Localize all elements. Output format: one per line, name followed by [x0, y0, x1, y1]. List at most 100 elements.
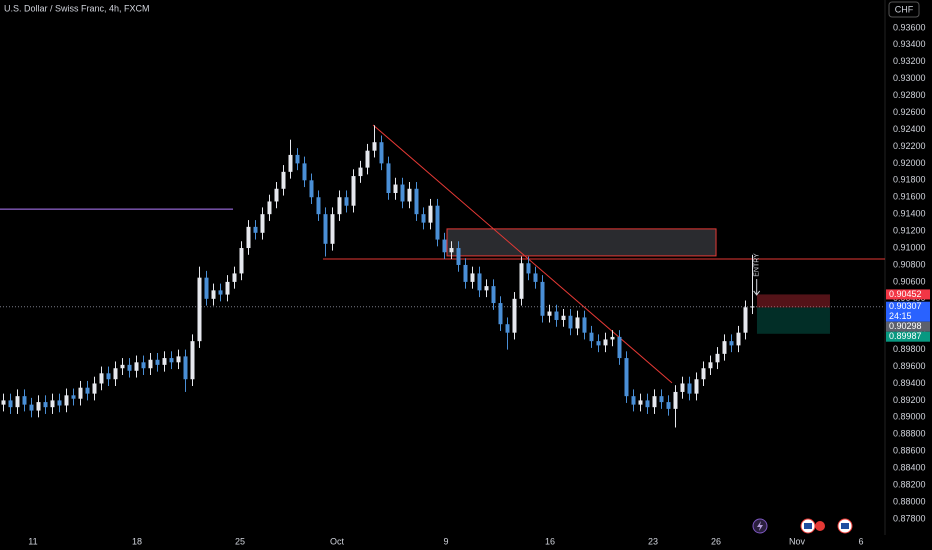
candle-body — [470, 273, 475, 282]
candle-body — [463, 264, 468, 282]
y-tick-label: 0.91000 — [893, 242, 926, 252]
price-label-box — [886, 321, 930, 332]
candle-body — [134, 362, 139, 371]
candle-body — [421, 214, 426, 223]
y-tick-label: 0.91600 — [893, 192, 926, 202]
candle-body — [561, 315, 566, 320]
currency-button[interactable] — [888, 1, 920, 18]
candle-body — [582, 317, 587, 333]
candle-body — [351, 176, 356, 206]
candle-body — [708, 362, 713, 369]
y-tick-label: 0.89600 — [893, 361, 926, 371]
candle-body — [232, 273, 237, 282]
candle-body — [127, 364, 132, 371]
candle-body — [715, 353, 720, 363]
candle-body — [526, 263, 531, 274]
candle-body — [15, 396, 20, 408]
event-icon-bolt — [757, 521, 763, 531]
candle-body — [148, 359, 153, 369]
x-tick-label: 18 — [132, 536, 142, 546]
candle-body — [673, 391, 678, 409]
candle-body — [379, 142, 384, 164]
y-tick-label: 0.91400 — [893, 209, 926, 219]
candle-body — [505, 324, 510, 333]
candle-body — [484, 286, 489, 291]
y-tick-label: 0.90800 — [893, 259, 926, 269]
candle-body — [260, 214, 265, 233]
candle-body — [197, 277, 202, 342]
candle-body — [1, 400, 6, 405]
candle-body — [211, 290, 216, 299]
annotation: ENTRY — [754, 253, 761, 277]
candle-body — [414, 188, 419, 215]
y-tick-label: 0.92200 — [893, 141, 926, 151]
candle-body — [631, 396, 636, 405]
candle-body — [666, 402, 671, 409]
x-tick-label: 6 — [858, 536, 863, 546]
candle-body — [246, 226, 251, 249]
y-tick-label: 0.90600 — [893, 276, 926, 286]
x-tick-label: 9 — [443, 536, 448, 546]
candle-body — [141, 362, 146, 369]
candle-body — [519, 263, 524, 299]
y-tick-label: 0.93200 — [893, 56, 926, 66]
y-tick-label: 0.88600 — [893, 446, 926, 456]
y-tick-label: 0.88000 — [893, 496, 926, 506]
price-label-box — [886, 301, 930, 322]
currency-label[interactable]: CHF — [895, 4, 914, 14]
y-tick-label: 0.91200 — [893, 225, 926, 235]
candle-body — [288, 154, 293, 172]
candle-body — [512, 298, 517, 333]
candle-body — [596, 341, 601, 346]
candle-body — [316, 197, 321, 215]
annotation-arrow — [753, 278, 761, 296]
candle-body — [533, 273, 538, 282]
candle-body — [743, 307, 748, 333]
candle-body — [393, 184, 398, 194]
candle-body — [204, 277, 209, 299]
candle-body — [330, 214, 335, 244]
candle-body — [190, 341, 195, 380]
trend-line — [372, 124, 673, 384]
candle-body — [8, 400, 13, 408]
candle-body — [477, 273, 482, 291]
x-tick-label: 25 — [235, 536, 245, 546]
candle-body — [540, 281, 545, 316]
event-icons — [752, 518, 853, 534]
flag — [841, 523, 849, 529]
y-tick-label: 0.93600 — [893, 22, 926, 32]
candle-body — [729, 341, 734, 346]
candle-body — [274, 188, 279, 202]
candle-body — [120, 364, 125, 369]
candle-body — [750, 306, 755, 308]
x-tick-label: 11 — [28, 536, 37, 546]
candle-body — [547, 311, 552, 316]
countdown: 24:15 — [889, 311, 912, 321]
price-label: 0.90452 — [889, 289, 922, 299]
x-tick-label: 26 — [711, 536, 721, 546]
candle-body — [253, 226, 258, 233]
candle-body — [372, 142, 377, 151]
candle-body — [617, 336, 622, 359]
event-icon-badge — [815, 521, 825, 531]
candle-body — [36, 402, 41, 411]
candle-body — [687, 383, 692, 394]
candle-body — [267, 201, 272, 215]
candle-body — [386, 163, 391, 194]
candle-body — [435, 205, 440, 240]
y-tick-label: 0.89400 — [893, 378, 926, 388]
flag — [804, 523, 812, 529]
candle-body — [589, 332, 594, 342]
candle-body — [442, 239, 447, 253]
candle-body — [302, 163, 307, 181]
candle-body — [428, 205, 433, 223]
y-tick-label: 0.89200 — [893, 395, 926, 405]
candle-body — [337, 197, 342, 215]
x-tick-label: 23 — [648, 536, 658, 546]
price-label-box — [886, 331, 930, 342]
price-label: 0.90307 — [889, 301, 922, 311]
y-tick-label: 0.88800 — [893, 429, 926, 439]
candle-body — [680, 383, 685, 392]
candle-body — [449, 248, 454, 253]
